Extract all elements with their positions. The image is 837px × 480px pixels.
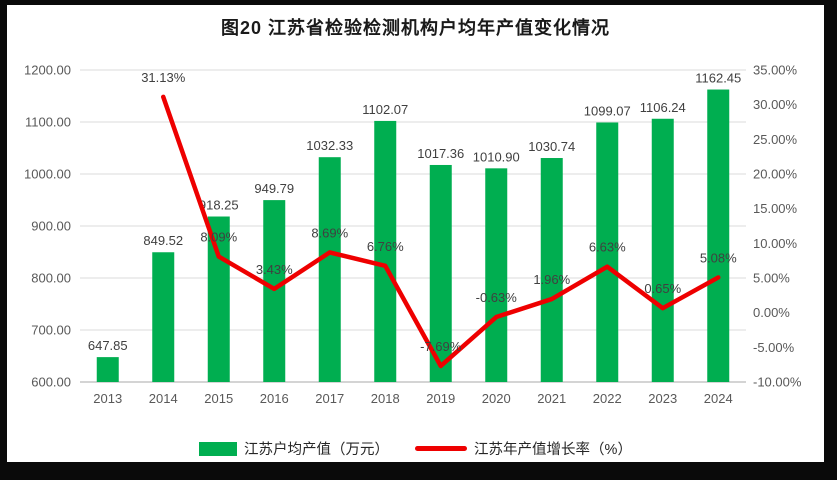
left-axis-tick-label: 900.00 — [31, 219, 71, 234]
line-value-label: 5.08% — [700, 250, 737, 265]
line-series-swatch-icon — [415, 446, 468, 451]
legend-item-line-series: 江苏年产值增长率（%） — [415, 438, 632, 459]
bar-series-swatch-icon — [199, 441, 238, 456]
bar-value-label: 1030.74 — [528, 139, 575, 154]
bar-2013 — [96, 357, 119, 382]
right-axis-tick-label: 35.00% — [753, 63, 798, 78]
bar-value-label: 949.79 — [254, 181, 294, 196]
left-axis-tick-label: 1000.00 — [24, 167, 71, 182]
chart-card: 图20 江苏省检验检测机构户均年产值变化情况 600.00 700.00 800.0… — [7, 5, 824, 462]
bar-value-label: 849.52 — [143, 233, 183, 248]
left-axis-tick-label: 1200.00 — [24, 63, 71, 78]
bar-value-label: 1017.36 — [417, 146, 464, 161]
left-axis-tick-label: 1100.00 — [25, 115, 71, 130]
right-axis-tick-label: 0.00% — [753, 305, 790, 320]
left-axis-tick-label: 800.00 — [31, 271, 71, 286]
x-axis-year-label: 2016 — [260, 391, 289, 406]
x-axis-year-label: 2018 — [371, 391, 400, 406]
bar-2019 — [429, 164, 452, 382]
right-axis-tick-label: -10.00% — [753, 375, 802, 390]
x-axis-year-label: 2022 — [593, 391, 622, 406]
chart-legend: 江苏户均产值（万元） 江苏年产值增长率（%） — [7, 438, 824, 459]
bar-2017 — [318, 157, 341, 382]
line-value-label: 3.43% — [256, 262, 293, 277]
right-axis-tick-label: 15.00% — [753, 201, 798, 216]
bar-value-label: 1106.24 — [640, 100, 686, 115]
line-value-label: 6.63% — [589, 240, 626, 255]
right-axis-tick-label: 10.00% — [753, 236, 798, 251]
bar-value-label: 1099.07 — [584, 103, 631, 118]
line-value-label: -0.63% — [476, 290, 518, 305]
bar-2020 — [485, 168, 508, 382]
bar-value-label: 647.85 — [88, 338, 128, 353]
left-axis-tick-label: 600.00 — [31, 375, 71, 390]
bar-value-label: 1162.45 — [695, 71, 741, 86]
right-axis-tick-label: 5.00% — [753, 271, 790, 286]
x-axis-year-label: 2014 — [149, 391, 178, 406]
bar-2014 — [152, 252, 175, 382]
bar-2024 — [707, 89, 730, 382]
right-axis-tick-label: 30.00% — [753, 97, 798, 112]
line-value-label: 1.96% — [533, 272, 570, 287]
line-value-label: 0.65% — [644, 281, 681, 296]
right-axis-tick-label: -5.00% — [753, 340, 795, 355]
line-value-label: 6.76% — [367, 239, 404, 254]
line-value-label: 8.69% — [311, 225, 348, 240]
x-axis-year-label: 2015 — [204, 391, 233, 406]
x-axis-year-label: 2024 — [704, 391, 733, 406]
line-series-legend-label: 江苏年产值增长率（%） — [474, 442, 632, 458]
line-value-label: -7.69% — [420, 339, 462, 354]
bar-2018 — [374, 120, 397, 383]
bar-value-label: 918.25 — [199, 198, 239, 213]
x-axis-year-label: 2023 — [648, 391, 677, 406]
line-value-label: 31.13% — [141, 70, 186, 85]
x-axis-year-label: 2019 — [426, 391, 455, 406]
bar-value-label: 1032.33 — [306, 138, 353, 153]
right-axis-tick-label: 20.00% — [753, 167, 798, 182]
right-axis-tick-label: 25.00% — [753, 132, 798, 147]
bar-value-label: 1102.07 — [362, 102, 408, 117]
x-axis-year-label: 2013 — [93, 391, 122, 406]
bar-value-label: 1010.90 — [473, 149, 520, 164]
bar-2022 — [596, 122, 619, 383]
chart-title: 图20 江苏省检验检测机构户均年产值变化情况 — [220, 18, 611, 38]
x-axis-year-label: 2021 — [537, 391, 566, 406]
bar-series-legend-label: 江苏户均产值（万元） — [244, 442, 390, 458]
growth-rate-line — [161, 94, 721, 369]
line-value-label: 8.09% — [200, 230, 237, 245]
x-axis-year-label: 2020 — [482, 391, 511, 406]
bar-2023 — [651, 118, 674, 383]
combo-chart: 600.00 700.00 800.00 900.00 1000.00 1100.00 12… — [24, 63, 802, 407]
legend-item-bar-series: 江苏户均产值（万元） — [199, 438, 389, 459]
left-axis-tick-label: 700.00 — [31, 323, 71, 338]
x-axis-year-label: 2017 — [315, 391, 344, 406]
bar-2021 — [540, 158, 563, 382]
